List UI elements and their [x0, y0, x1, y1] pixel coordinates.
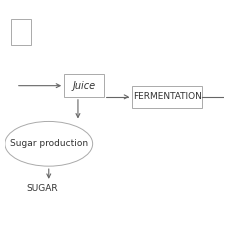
FancyBboxPatch shape	[64, 74, 104, 97]
FancyBboxPatch shape	[132, 86, 202, 108]
Ellipse shape	[5, 122, 93, 166]
Text: SUGAR: SUGAR	[26, 184, 58, 193]
Text: Juice: Juice	[72, 81, 95, 91]
Text: FERMENTATION: FERMENTATION	[133, 92, 202, 101]
FancyBboxPatch shape	[11, 19, 31, 45]
Text: Sugar production: Sugar production	[10, 139, 88, 148]
